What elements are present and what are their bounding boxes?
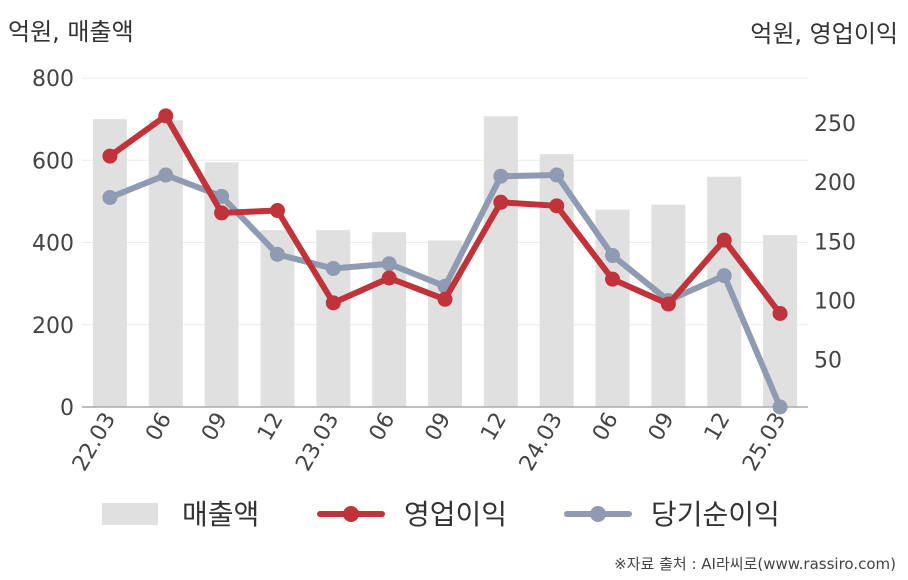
right-tick-label: 250 xyxy=(814,112,856,137)
source-note: ※자료 출처 : AI라씨로(www.rassiro.com) xyxy=(614,555,896,573)
series-point xyxy=(269,246,285,262)
line-series xyxy=(102,108,788,415)
series-point xyxy=(325,261,341,277)
left-tick-label: 200 xyxy=(32,314,74,339)
series-point xyxy=(269,203,285,219)
category-label: 25.03 xyxy=(738,409,791,476)
category-label: 06 xyxy=(141,409,177,446)
category-label: 22.03 xyxy=(68,409,121,476)
series-point xyxy=(772,306,788,322)
series-point xyxy=(716,232,732,248)
series-point xyxy=(102,190,118,206)
series-point xyxy=(381,256,397,272)
category-label: 06 xyxy=(365,409,401,446)
series-point xyxy=(493,168,509,184)
category-label: 24.03 xyxy=(515,409,568,476)
legend-swatch xyxy=(102,503,158,525)
category-label: 09 xyxy=(421,409,457,446)
right-tick-label: 200 xyxy=(814,171,856,196)
bar xyxy=(316,230,351,407)
series-point xyxy=(772,399,788,415)
category-label: 09 xyxy=(644,409,680,446)
category-label: 09 xyxy=(197,409,233,446)
right-tick-label: 150 xyxy=(814,230,856,255)
legend-marker xyxy=(343,506,359,522)
series-point xyxy=(549,167,565,183)
series-point xyxy=(605,248,621,264)
series-point xyxy=(381,270,397,286)
series-point xyxy=(716,268,732,284)
series-point xyxy=(158,167,174,183)
series-point xyxy=(214,188,230,204)
left-tick-label: 800 xyxy=(32,67,74,92)
right-axis-unit-label: 억원, 영업이익 xyxy=(750,20,898,48)
series-point xyxy=(437,291,453,307)
series-point xyxy=(549,198,565,214)
series-point xyxy=(660,296,676,312)
left-tick-label: 600 xyxy=(32,149,74,174)
bar xyxy=(707,176,742,407)
series-point xyxy=(158,108,174,124)
left-tick-label: 400 xyxy=(32,232,74,257)
series-point xyxy=(102,148,118,164)
legend: 매출액 영업이익 당기순이익 xyxy=(102,498,780,531)
legend-label: 매출액 xyxy=(182,498,259,531)
bar xyxy=(92,119,127,407)
legend-marker xyxy=(590,506,606,522)
legend-label: 영업이익 xyxy=(404,498,507,531)
right-tick-label: 50 xyxy=(814,349,842,374)
category-label: 06 xyxy=(588,409,624,446)
bar xyxy=(148,120,183,407)
category-label: 12 xyxy=(253,409,289,446)
category-label: 12 xyxy=(700,409,736,446)
legend-label: 당기순이익 xyxy=(651,498,780,531)
left-tick-label: 0 xyxy=(60,396,74,421)
series-point xyxy=(493,194,509,210)
category-label: 23.03 xyxy=(291,409,344,476)
series-point xyxy=(325,295,341,311)
left-axis-unit-label: 억원, 매출액 xyxy=(8,18,134,46)
bar xyxy=(483,116,518,407)
right-tick-label: 100 xyxy=(814,289,856,314)
category-label: 12 xyxy=(476,409,512,446)
series-point xyxy=(214,205,230,221)
series-point xyxy=(605,271,621,287)
